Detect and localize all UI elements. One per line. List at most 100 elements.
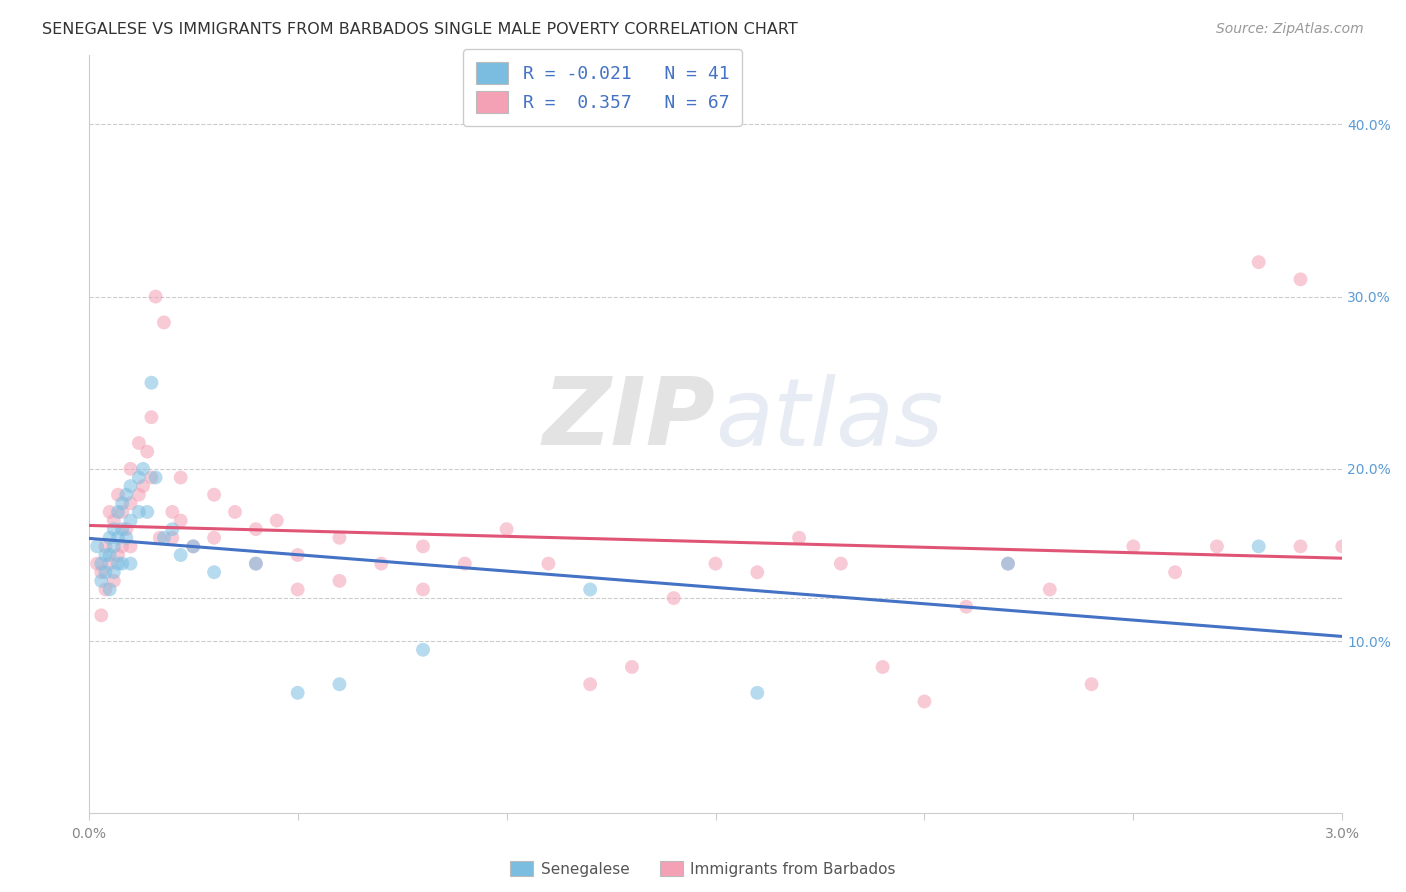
Point [115,531,138,545]
Point [162,505,184,519]
Point [149,531,172,545]
Point [153,315,176,329]
Point [98,548,121,562]
Point [662,591,685,605]
Point [1247,255,1270,269]
Point [1331,540,1354,554]
Point [107,557,129,571]
Point [181,540,204,554]
Point [128,488,150,502]
Point [169,470,191,484]
Point [495,522,517,536]
Point [955,599,977,614]
Point [224,505,246,519]
Point [132,462,155,476]
Point [169,548,191,562]
Legend: R = -0.021   N = 41, R =  0.357   N = 67: R = -0.021 N = 41, R = 0.357 N = 67 [463,49,742,126]
Point [202,488,225,502]
Point [128,505,150,519]
Point [98,582,121,597]
Point [98,505,121,519]
Point [90,557,112,571]
Point [1039,582,1062,597]
Point [287,548,309,562]
Point [287,686,309,700]
Point [120,557,142,571]
Point [115,522,138,536]
Point [370,557,392,571]
Point [107,505,129,519]
Point [120,540,142,554]
Text: ZIP: ZIP [543,373,716,466]
Point [1247,540,1270,554]
Point [1206,540,1229,554]
Text: atlas: atlas [716,374,943,465]
Point [145,470,167,484]
Point [287,582,309,597]
Point [128,470,150,484]
Point [107,531,129,545]
Point [111,540,134,554]
Point [245,522,267,536]
Point [98,557,121,571]
Point [202,566,225,580]
Point [136,444,159,458]
Point [103,522,125,536]
Point [94,582,117,597]
Point [181,540,204,554]
Point [90,608,112,623]
Point [1289,272,1312,286]
Point [120,479,142,493]
Point [245,557,267,571]
Point [120,514,142,528]
Point [245,557,267,571]
Point [94,548,117,562]
Point [103,566,125,580]
Point [872,660,894,674]
Point [266,514,288,528]
Point [162,522,184,536]
Point [98,531,121,545]
Point [912,694,935,708]
Point [111,557,134,571]
Point [132,479,155,493]
Point [141,410,163,425]
Text: Source: ZipAtlas.com: Source: ZipAtlas.com [1216,22,1364,37]
Point [86,557,108,571]
Point [120,462,142,476]
Point [162,531,184,545]
Point [94,540,117,554]
Point [90,574,112,588]
Point [1122,540,1144,554]
Point [103,514,125,528]
Point [1164,566,1187,580]
Point [1289,540,1312,554]
Point [830,557,852,571]
Point [412,540,434,554]
Point [328,677,350,691]
Point [103,574,125,588]
Point [136,505,159,519]
Point [328,574,350,588]
Point [747,686,769,700]
Point [141,470,163,484]
Point [704,557,727,571]
Point [620,660,643,674]
Point [128,436,150,450]
Point [141,376,163,390]
Point [103,540,125,554]
Point [579,582,602,597]
Point [111,505,134,519]
Point [412,582,434,597]
Legend: Senegalese, Immigrants from Barbados: Senegalese, Immigrants from Barbados [502,853,904,884]
Point [997,557,1019,571]
Point [115,488,138,502]
Point [107,488,129,502]
Point [145,289,167,303]
Point [787,531,810,545]
Point [997,557,1019,571]
Point [1080,677,1102,691]
Point [412,642,434,657]
Point [120,496,142,510]
Text: SENEGALESE VS IMMIGRANTS FROM BARBADOS SINGLE MALE POVERTY CORRELATION CHART: SENEGALESE VS IMMIGRANTS FROM BARBADOS S… [42,22,799,37]
